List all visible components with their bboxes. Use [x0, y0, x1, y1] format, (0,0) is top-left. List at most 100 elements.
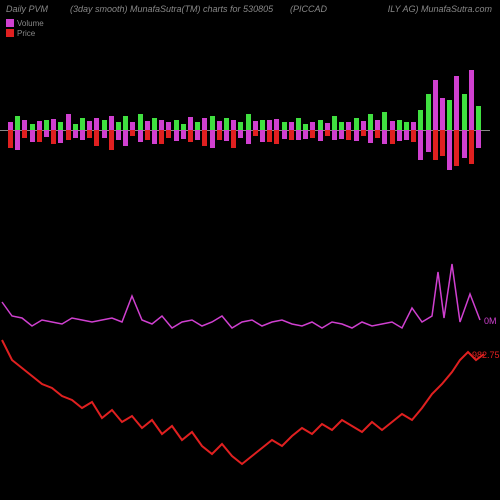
legend-volume-swatch — [6, 19, 14, 27]
hist-vol-bar — [152, 130, 157, 144]
hist-body-bar — [390, 130, 395, 144]
hist-vol-bar — [418, 130, 423, 160]
hist-vol-bar — [246, 130, 251, 144]
hist-vol-bar — [346, 122, 351, 130]
hist-vol-bar — [397, 130, 402, 141]
hist-body-bar — [404, 122, 409, 130]
header-left: Daily PVM — [6, 4, 48, 14]
hist-body-bar — [80, 118, 85, 130]
hist-vol-bar — [66, 114, 71, 130]
hist-body-bar — [361, 130, 366, 136]
hist-vol-bar — [188, 117, 193, 130]
hist-vol-bar — [159, 120, 164, 130]
hist-body-bar — [166, 130, 171, 138]
hist-body-bar — [440, 130, 445, 156]
hist-vol-bar — [282, 130, 287, 139]
hist-vol-bar — [181, 130, 186, 139]
hist-body-bar — [246, 114, 251, 130]
hist-body-bar — [145, 130, 150, 140]
hist-vol-bar — [58, 130, 63, 143]
line-svg — [0, 260, 490, 490]
hist-body-bar — [289, 130, 294, 140]
hist-body-bar — [397, 120, 402, 130]
hist-body-bar — [332, 116, 337, 130]
hist-body-bar — [426, 94, 431, 130]
hist-body-bar — [188, 130, 193, 142]
hist-vol-bar — [217, 121, 222, 130]
legend-volume-label: Volume — [17, 19, 44, 28]
line-chart — [0, 260, 490, 490]
volume-end-label: 0M — [484, 316, 497, 326]
hist-vol-bar — [303, 130, 308, 139]
hist-vol-bar — [210, 130, 215, 148]
header-center-right: (PICCAD — [290, 4, 327, 14]
hist-body-bar — [116, 122, 121, 130]
hist-body-bar — [37, 130, 42, 142]
hist-vol-bar — [339, 130, 344, 139]
hist-vol-bar — [224, 130, 229, 141]
hist-body-bar — [447, 100, 452, 130]
hist-vol-bar — [73, 130, 78, 138]
hist-vol-bar — [37, 121, 42, 130]
price-line — [2, 340, 484, 464]
hist-vol-bar — [15, 130, 20, 150]
hist-body-bar — [462, 94, 467, 130]
hist-vol-bar — [382, 130, 387, 144]
hist-body-bar — [123, 116, 128, 130]
hist-body-bar — [318, 120, 323, 130]
hist-body-bar — [159, 130, 164, 144]
legend-volume: Volume — [6, 18, 44, 28]
hist-body-bar — [339, 122, 344, 130]
hist-vol-bar — [138, 130, 143, 142]
hist-vol-bar — [102, 130, 107, 138]
hist-body-bar — [296, 118, 301, 130]
hist-body-bar — [22, 130, 27, 138]
hist-vol-bar — [274, 119, 279, 130]
hist-body-bar — [102, 120, 107, 130]
hist-body-bar — [51, 130, 56, 144]
hist-body-bar — [217, 130, 222, 140]
hist-vol-bar — [375, 120, 380, 130]
hist-vol-bar — [289, 122, 294, 130]
hist-vol-bar — [195, 130, 200, 140]
hist-vol-bar — [80, 130, 85, 140]
hist-vol-bar — [51, 119, 56, 130]
hist-body-bar — [325, 130, 330, 136]
hist-body-bar — [375, 130, 380, 138]
hist-vol-bar — [130, 122, 135, 130]
hist-vol-bar — [390, 121, 395, 130]
hist-body-bar — [274, 130, 279, 144]
hist-body-bar — [58, 122, 63, 130]
legend: Volume Price — [6, 18, 44, 38]
hist-vol-bar — [174, 130, 179, 141]
hist-body-bar — [346, 130, 351, 140]
hist-body-bar — [433, 130, 438, 160]
histogram-chart — [0, 60, 490, 200]
hist-vol-bar — [361, 121, 366, 130]
hist-body-bar — [87, 130, 92, 138]
hist-vol-bar — [462, 130, 467, 158]
hist-body-bar — [267, 130, 272, 142]
hist-vol-bar — [238, 130, 243, 138]
hist-body-bar — [195, 122, 200, 130]
hist-body-bar — [382, 112, 387, 130]
hist-vol-bar — [253, 121, 258, 130]
legend-price-label: Price — [17, 29, 35, 38]
hist-vol-bar — [318, 130, 323, 141]
hist-body-bar — [368, 114, 373, 130]
hist-vol-bar — [87, 121, 92, 130]
hist-vol-bar — [94, 118, 99, 130]
hist-vol-bar — [411, 122, 416, 130]
hist-body-bar — [238, 122, 243, 130]
hist-vol-bar — [109, 116, 114, 130]
hist-body-bar — [15, 116, 20, 130]
chart-header: Daily PVM (3day smooth) MunafaSutra(TM) … — [0, 4, 500, 18]
hist-body-bar — [130, 130, 135, 136]
hist-body-bar — [411, 130, 416, 142]
hist-body-bar — [282, 122, 287, 130]
hist-vol-bar — [447, 130, 452, 170]
hist-vol-bar — [368, 130, 373, 143]
hist-vol-bar — [231, 120, 236, 130]
hist-vol-bar — [116, 130, 121, 140]
hist-body-bar — [224, 118, 229, 130]
